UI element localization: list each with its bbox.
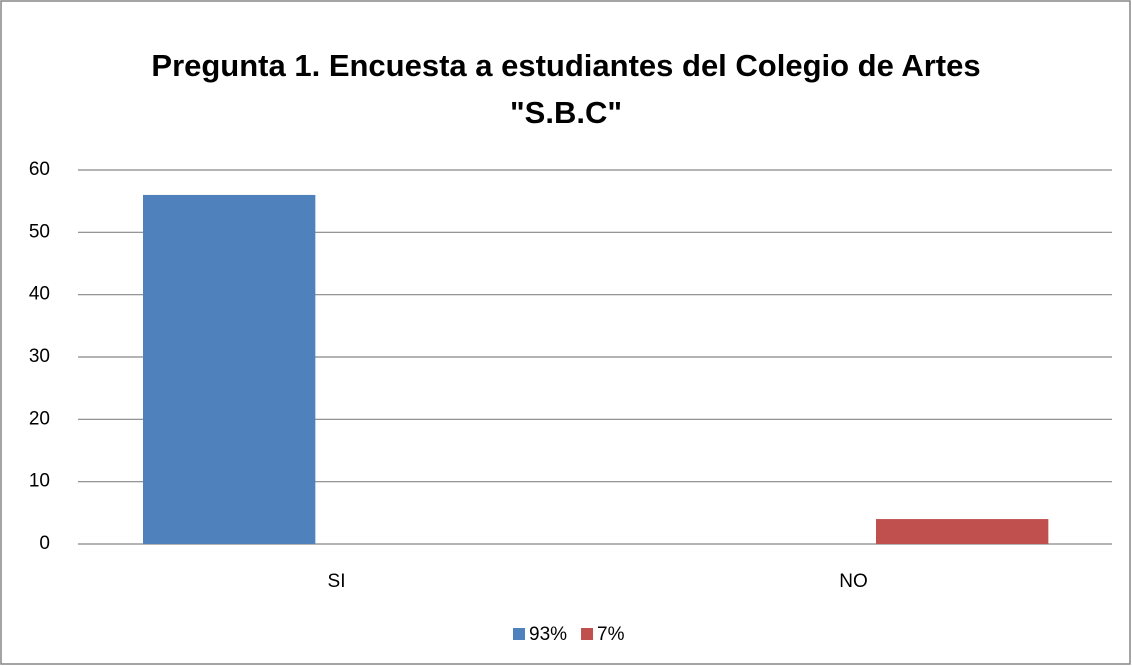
y-tick-label: 30 xyxy=(29,346,50,367)
legend-swatch xyxy=(581,628,594,640)
y-tick-label: 50 xyxy=(29,221,50,242)
x-tick-label: NO xyxy=(839,571,868,592)
legend-label: 7% xyxy=(597,624,625,645)
chart-title: Pregunta 1. Encuesta a estudiantes del C… xyxy=(151,48,981,130)
y-tick-label: 20 xyxy=(29,408,50,429)
y-tick-label: 60 xyxy=(29,159,50,180)
y-tick-label: 10 xyxy=(29,471,50,492)
legend-swatch xyxy=(513,628,525,640)
legend-label: 93% xyxy=(529,624,567,645)
y-tick-label: 0 xyxy=(39,533,50,554)
x-tick-label: SI xyxy=(328,571,346,592)
y-tick-label: 40 xyxy=(29,284,50,305)
bar xyxy=(143,194,316,544)
bar xyxy=(876,519,1049,544)
